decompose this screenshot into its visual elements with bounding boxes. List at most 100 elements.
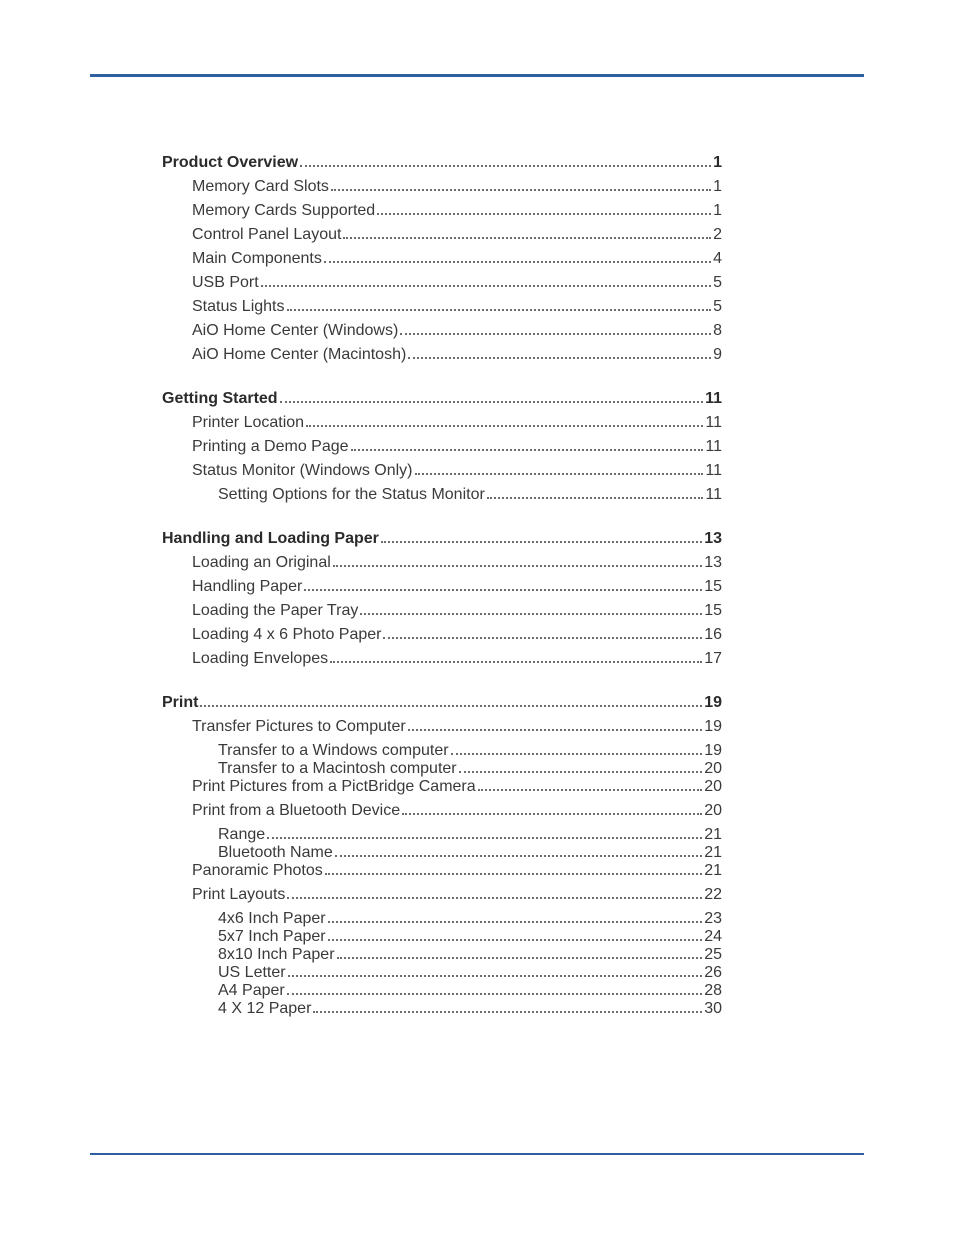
toc-entry: Print from a Bluetooth Device 20: [192, 803, 722, 819]
toc-entry-page: 11: [705, 391, 722, 407]
toc-entry: Printing a Demo Page11: [192, 439, 722, 455]
toc-entry: Transfer to a Macintosh computer 20: [218, 761, 722, 777]
toc-entry-label: Print: [162, 695, 198, 711]
toc-dot-leaders: [200, 705, 702, 707]
toc-entry-label: Range: [218, 827, 265, 843]
toc-entry-label: Panoramic Photos: [192, 863, 323, 879]
toc-dot-leaders: [451, 753, 703, 755]
toc-dot-leaders: [328, 939, 703, 941]
toc-dot-leaders: [408, 729, 703, 731]
toc-dot-leaders: [306, 425, 703, 427]
toc-entry: Memory Card Slots1: [192, 179, 722, 195]
toc-entry-label: Control Panel Layout: [192, 227, 341, 243]
toc-entry-page: 13: [704, 555, 722, 571]
toc-dot-leaders: [383, 637, 702, 639]
toc-entry: Setting Options for the Status Monitor 11: [218, 487, 722, 503]
toc-entry: Printer Location 11: [192, 415, 722, 431]
toc-entry-label: Transfer to a Macintosh computer: [218, 761, 457, 777]
toc-entry: Loading an Original13: [192, 555, 722, 571]
toc-dot-leaders: [360, 613, 702, 615]
toc-entry: Memory Cards Supported1: [192, 203, 722, 219]
document-page: Product Overview1Memory Card Slots1Memor…: [0, 0, 954, 1235]
toc-entry-page: 30: [704, 1001, 722, 1017]
toc-entry-page: 1: [713, 155, 722, 171]
toc-entry: AiO Home Center (Macintosh)9: [192, 347, 722, 363]
toc-entry-page: 21: [704, 863, 722, 879]
toc-dot-leaders: [330, 661, 702, 663]
toc-dot-leaders: [267, 837, 702, 839]
toc-dot-leaders: [304, 589, 702, 591]
toc-entry-label: US Letter: [218, 965, 286, 981]
toc-entry-label: Setting Options for the Status Monitor: [218, 487, 485, 503]
toc-entry-label: Printer Location: [192, 415, 304, 431]
toc-entry-page: 2: [713, 227, 722, 243]
toc-entry: Transfer to a Windows computer 19: [218, 743, 722, 759]
toc-entry-page: 11: [705, 463, 722, 479]
toc-entry-label: 4 X 12 Paper: [218, 1001, 311, 1017]
toc-dot-leaders: [333, 565, 702, 567]
toc-entry-page: 19: [704, 719, 722, 735]
toc-entry-page: 20: [704, 803, 722, 819]
toc-entry-page: 9: [713, 347, 722, 363]
toc-entry-label: A4 Paper: [218, 983, 285, 999]
toc-entry-page: 17: [704, 651, 722, 667]
toc-entry-page: 22: [704, 887, 722, 903]
toc-dot-leaders: [325, 873, 702, 875]
toc-entry-page: 21: [704, 845, 722, 861]
toc-entry: Main Components4: [192, 251, 722, 267]
toc-entry-page: 25: [704, 947, 722, 963]
toc-entry-label: Bluetooth Name: [218, 845, 333, 861]
toc-entry: Bluetooth Name 21: [218, 845, 722, 861]
toc-entry-label: USB Port: [192, 275, 259, 291]
toc-entry-page: 5: [713, 275, 722, 291]
section-gap: [162, 363, 722, 381]
toc-entry-label: Getting Started: [162, 391, 278, 407]
toc-entry: 4x6 Inch Paper 23: [218, 911, 722, 927]
toc-entry-page: 11: [705, 415, 722, 431]
toc-entry: Loading Envelopes17: [192, 651, 722, 667]
toc-entry: Handling Paper15: [192, 579, 722, 595]
toc-entry-label: Main Components: [192, 251, 322, 267]
toc-section-heading: Handling and Loading Paper13: [162, 531, 722, 547]
toc-section-heading: Product Overview 1: [162, 155, 722, 171]
toc-entry-label: Print from a Bluetooth Device: [192, 803, 400, 819]
toc-entry-page: 5: [713, 299, 722, 315]
toc-entry-label: Transfer to a Windows computer: [218, 743, 449, 759]
toc-entry: Loading the Paper Tray15: [192, 603, 722, 619]
toc-entry: 5x7 Inch Paper24: [218, 929, 722, 945]
top-horizontal-rule: [90, 74, 864, 77]
toc-dot-leaders: [400, 333, 711, 335]
toc-entry-label: Memory Card Slots: [192, 179, 329, 195]
toc-entry-label: Loading 4 x 6 Photo Paper: [192, 627, 381, 643]
toc-section-heading: Print19: [162, 695, 722, 711]
toc-dot-leaders: [313, 1011, 702, 1013]
toc-entry-page: 19: [704, 743, 722, 759]
toc-entry-label: Handling and Loading Paper: [162, 531, 379, 547]
toc-entry-page: 11: [705, 439, 722, 455]
toc-entry-label: Handling Paper: [192, 579, 302, 595]
toc-dot-leaders: [408, 357, 711, 359]
toc-entry-label: Product Overview: [162, 155, 298, 171]
toc-dot-leaders: [324, 261, 711, 263]
toc-entry: 4 X 12 Paper 30: [218, 1001, 722, 1017]
toc-dot-leaders: [287, 993, 702, 995]
toc-entry-label: 8x10 Inch Paper: [218, 947, 335, 963]
toc-entry-page: 11: [705, 487, 722, 503]
toc-entry-page: 20: [704, 761, 722, 777]
toc-dot-leaders: [288, 975, 703, 977]
toc-entry: Transfer Pictures to Computer 19: [192, 719, 722, 735]
toc-dot-leaders: [280, 401, 704, 403]
toc-entry: Panoramic Photos 21: [192, 863, 722, 879]
toc-entry-page: 20: [704, 779, 722, 795]
toc-entry-label: 5x7 Inch Paper: [218, 929, 326, 945]
table-of-contents: Product Overview1Memory Card Slots1Memor…: [162, 155, 722, 1017]
toc-entry-label: Transfer Pictures to Computer: [192, 719, 406, 735]
toc-entry: AiO Home Center (Windows)8: [192, 323, 722, 339]
toc-entry-page: 8: [713, 323, 722, 339]
toc-section-heading: Getting Started 11: [162, 391, 722, 407]
toc-dot-leaders: [335, 855, 702, 857]
toc-dot-leaders: [415, 473, 704, 475]
toc-dot-leaders: [287, 309, 712, 311]
toc-entry-label: 4x6 Inch Paper: [218, 911, 326, 927]
toc-entry-page: 23: [704, 911, 722, 927]
